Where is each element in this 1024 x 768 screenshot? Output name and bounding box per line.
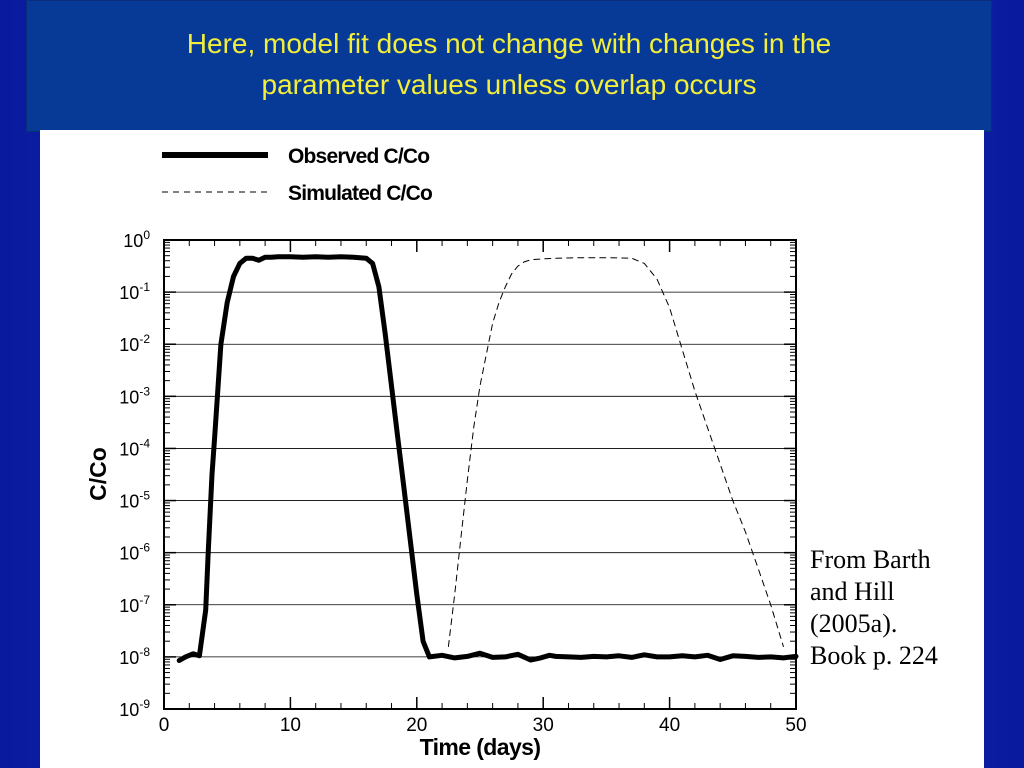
slide-title-line-2: parameter values unless overlap occurs: [261, 69, 757, 100]
slide-title-line-1: Here, model fit does not change with cha…: [186, 28, 832, 59]
x-tick-labels: 0 10 20 30 40 50: [159, 715, 807, 736]
y-tick-label: 10-2: [119, 332, 150, 355]
legend-simulated-label: Simulated C/Co: [288, 182, 432, 205]
y-tick-label: 10-1: [119, 280, 150, 303]
y-tick-label: 10-8: [119, 645, 150, 668]
plot-area-frame: [163, 239, 797, 710]
legend: Observed C/Co Simulated C/Co: [162, 145, 433, 205]
x-tick-label: 20: [406, 715, 427, 736]
x-tick-label: 10: [280, 715, 301, 736]
citation-line-1: From Barth: [810, 545, 931, 574]
legend-observed-label: Observed C/Co: [288, 145, 429, 168]
x-axis-label: Time (days): [420, 734, 541, 760]
series-lines: [176, 254, 799, 663]
axis-ticks: [163, 239, 797, 710]
y-tick-label: 10-4: [119, 436, 150, 459]
title-band: Here, model fit does not change with cha…: [26, 0, 992, 132]
y-tick-labels: 100 10-1 10-2 10-3 10-4 10-5 10-6 10-7 10-8 10-9: [119, 228, 150, 720]
x-tick-label: 30: [533, 715, 554, 736]
x-tick-label: 40: [659, 715, 680, 736]
x-tick-label: 50: [785, 715, 806, 736]
grid-lines: [164, 291, 796, 658]
observed-series-line: [176, 254, 799, 663]
y-tick-label: 10-9: [119, 697, 150, 720]
y-axis-label: C/Co: [85, 447, 111, 501]
citation-line-3: (2005a).: [810, 609, 898, 638]
citation-line-2: and Hill: [810, 577, 895, 606]
slide-title: Here, model fit does not change with cha…: [187, 23, 831, 105]
y-tick-label: 10-3: [119, 384, 150, 407]
y-tick-label: 10-7: [119, 593, 150, 616]
y-tick-label: 100: [123, 228, 150, 251]
citation: From Barth and Hill (2005a). Book p. 224: [810, 544, 990, 672]
y-tick-label: 10-5: [119, 489, 150, 512]
citation-line-4: Book p. 224: [810, 641, 938, 670]
simulated-series-line: [447, 257, 784, 647]
chart-panel: [40, 130, 984, 768]
x-tick-label: 0: [159, 715, 170, 736]
y-tick-label: 10-6: [119, 541, 150, 564]
